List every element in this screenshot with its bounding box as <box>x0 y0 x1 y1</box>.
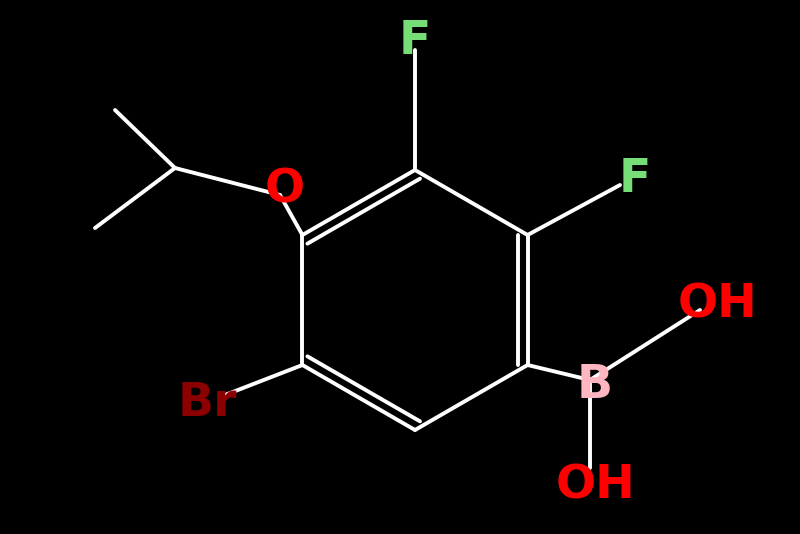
Text: OH: OH <box>555 464 635 508</box>
Text: OH: OH <box>678 282 758 327</box>
Text: O: O <box>265 168 305 213</box>
Text: Br: Br <box>178 381 237 426</box>
Text: F: F <box>619 158 651 202</box>
Text: F: F <box>399 20 431 65</box>
Text: B: B <box>577 363 613 407</box>
